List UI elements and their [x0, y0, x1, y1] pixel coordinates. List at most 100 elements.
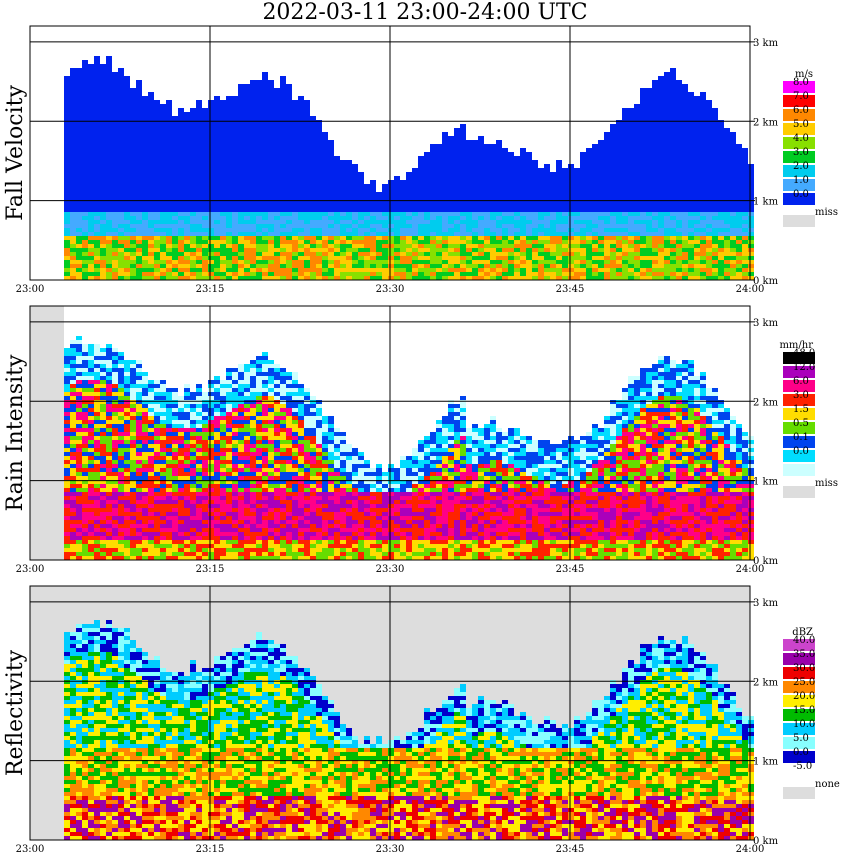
heatmap-cell — [244, 112, 250, 116]
heatmap-cell — [340, 244, 346, 248]
heatmap-cell — [514, 272, 520, 276]
heatmap-cell — [244, 196, 250, 200]
heatmap-cell — [700, 240, 706, 244]
heatmap-cell — [220, 252, 226, 256]
heatmap-cell — [64, 556, 70, 560]
heatmap-cell — [316, 228, 322, 232]
heatmap-cell — [226, 172, 232, 176]
heatmap-cell — [256, 248, 262, 252]
heatmap-cell — [466, 172, 472, 176]
heatmap-cell — [232, 128, 238, 132]
heatmap-cell — [64, 204, 70, 208]
heatmap-cell — [130, 104, 136, 108]
heatmap-cell — [94, 144, 100, 148]
heatmap-cell — [670, 248, 676, 252]
heatmap-cell — [454, 220, 460, 224]
heatmap-cell — [640, 144, 646, 148]
heatmap-cell — [634, 220, 640, 224]
heatmap-cell — [634, 172, 640, 176]
heatmap-cell — [142, 184, 148, 188]
heatmap-cell — [424, 272, 430, 276]
heatmap-cell — [256, 180, 262, 184]
legend-swatch — [783, 215, 815, 227]
heatmap-cell — [430, 156, 436, 160]
heatmap-cell — [472, 256, 478, 260]
heatmap-cell — [646, 116, 652, 120]
heatmap-cell — [70, 356, 76, 360]
heatmap-cell — [292, 144, 298, 148]
heatmap-cell — [88, 72, 94, 76]
heatmap-cell — [250, 164, 256, 168]
heatmap-cell — [712, 172, 718, 176]
heatmap-cell — [700, 212, 706, 216]
heatmap-cell — [64, 384, 70, 388]
heatmap-cell — [640, 100, 646, 104]
heatmap-cell — [592, 248, 598, 252]
heatmap-cell — [160, 152, 166, 156]
heatmap-cell — [424, 256, 430, 260]
heatmap-cell — [364, 200, 370, 204]
heatmap-cell — [196, 116, 202, 120]
heatmap-cell — [238, 220, 244, 224]
heatmap-cell — [82, 252, 88, 256]
heatmap-cell — [226, 208, 232, 212]
heatmap-cell — [94, 268, 100, 272]
heatmap-cell — [274, 120, 280, 124]
heatmap-cell — [688, 268, 694, 272]
heatmap-cell — [682, 132, 688, 136]
heatmap-cell — [550, 264, 556, 268]
heatmap-cell — [376, 200, 382, 204]
heatmap-cell — [688, 128, 694, 132]
heatmap-cell — [136, 256, 142, 260]
heatmap-cell — [238, 96, 244, 100]
heatmap-cell — [232, 112, 238, 116]
heatmap-cell — [124, 132, 130, 136]
heatmap-cell — [412, 168, 418, 172]
heatmap-cell — [262, 168, 268, 172]
heatmap-cell — [106, 232, 112, 236]
heatmap-cell — [322, 236, 328, 240]
heatmap-cell — [160, 136, 166, 140]
heatmap-cell — [262, 84, 268, 88]
heatmap-cell — [160, 264, 166, 268]
heatmap-cell — [136, 232, 142, 236]
heatmap-cell — [142, 116, 148, 120]
heatmap-cell — [208, 268, 214, 272]
heatmap-cell — [226, 176, 232, 180]
heatmap-cell — [280, 104, 286, 108]
heatmap-cell — [598, 148, 604, 152]
heatmap-cell — [100, 524, 106, 528]
heatmap-cell — [532, 244, 538, 248]
heatmap-cell — [268, 260, 274, 264]
heatmap-cell — [214, 156, 220, 160]
heatmap-cell — [76, 468, 82, 472]
heatmap-cell — [334, 176, 340, 180]
heatmap-cell — [190, 108, 196, 112]
heatmap-cell — [100, 552, 106, 556]
heatmap-cell — [598, 240, 604, 244]
heatmap-cell — [166, 112, 172, 116]
heatmap-cell — [652, 160, 658, 164]
heatmap-cell — [70, 348, 76, 352]
heatmap-cell — [460, 268, 466, 272]
heatmap-cell — [484, 220, 490, 224]
heatmap-cell — [640, 184, 646, 188]
heatmap-cell — [76, 416, 82, 420]
heatmap-cell — [64, 416, 70, 420]
heatmap-cell — [88, 92, 94, 96]
heatmap-cell — [682, 228, 688, 232]
heatmap-cell — [496, 148, 502, 152]
heatmap-cell — [88, 548, 94, 552]
heatmap-cell — [742, 200, 748, 204]
heatmap-cell — [190, 116, 196, 120]
heatmap-cell — [274, 152, 280, 156]
heatmap-cell — [586, 260, 592, 264]
heatmap-cell — [196, 208, 202, 212]
heatmap-cell — [280, 124, 286, 128]
heatmap-cell — [148, 216, 154, 220]
heatmap-cell — [352, 184, 358, 188]
heatmap-cell — [208, 160, 214, 164]
heatmap-cell — [640, 256, 646, 260]
heatmap-cell — [82, 540, 88, 544]
heatmap-cell — [442, 244, 448, 248]
